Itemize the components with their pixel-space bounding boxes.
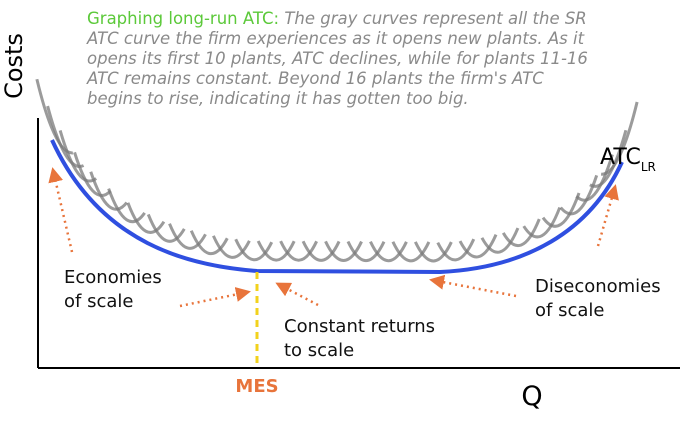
short-run-curve [168, 223, 207, 250]
arrow [275, 282, 319, 307]
header-line: ATC curve the firm experiences as it ope… [86, 29, 585, 48]
label-line: of scale [535, 300, 604, 321]
label-line: of scale [64, 291, 133, 312]
x-axis-label: Q [521, 381, 542, 412]
short-run-curve [189, 230, 229, 256]
short-run-curve [126, 202, 166, 234]
short-run-curve [436, 238, 476, 262]
arrow [48, 167, 74, 253]
short-run-curve [107, 188, 146, 224]
arrows [48, 167, 619, 308]
curve-subscript: LR [641, 160, 656, 174]
short-run-curve [541, 192, 581, 228]
label-line: Constant returns [284, 316, 435, 337]
short-run-curve [234, 238, 274, 262]
short-run-curve [589, 129, 628, 188]
arrow [596, 184, 619, 247]
header-line: begins to rise, indicating it has gotten… [87, 89, 469, 108]
short-run-curve [146, 213, 186, 243]
short-run-curve [301, 240, 341, 262]
short-run-curve [324, 240, 363, 262]
y-axis-label: Costs [0, 33, 28, 99]
header: Graphing long-run ATC: The gray curves r… [86, 9, 588, 108]
header-line: opens its first 10 plants, ATC declines,… [87, 49, 588, 68]
short-run-curve [89, 171, 128, 211]
long-run-atc-curve [50, 139, 624, 275]
header-line: ATC remains constant. Beyond 16 plants t… [86, 69, 544, 88]
short-run-curve [522, 206, 562, 239]
short-run-curve [575, 154, 614, 202]
curve-label: ATCLR [600, 145, 656, 174]
header-line: The gray curves represent all the SR [284, 9, 586, 28]
short-run-curve [35, 78, 74, 155]
label-line: Diseconomies [535, 276, 661, 297]
mes-label: MES [235, 376, 278, 397]
short-run-curve [413, 241, 453, 263]
short-run-curve [458, 234, 498, 259]
short-run-curve [46, 105, 85, 168]
arrow [429, 274, 517, 298]
short-run-curve [369, 240, 408, 262]
label-line: Economies [64, 267, 162, 288]
short-run-curve [279, 240, 318, 262]
short-run-curves [35, 78, 639, 263]
short-run-curve [73, 151, 112, 197]
short-run-curve [256, 240, 296, 262]
short-run-curve [212, 235, 251, 259]
constant-label: Constant returns to scale [284, 316, 435, 361]
short-run-curve [346, 240, 386, 262]
short-run-curve [480, 227, 520, 254]
label-line: to scale [284, 340, 354, 361]
short-run-curve [600, 101, 639, 176]
arrow [179, 287, 251, 308]
curve-name: ATC [600, 145, 641, 170]
header-title: Graphing long-run ATC: [87, 9, 279, 28]
diseconomies-label: Diseconomies of scale [535, 276, 661, 321]
short-run-curve [501, 218, 541, 248]
economies-label: Economies of scale [64, 267, 162, 312]
short-run-curve [391, 241, 431, 263]
